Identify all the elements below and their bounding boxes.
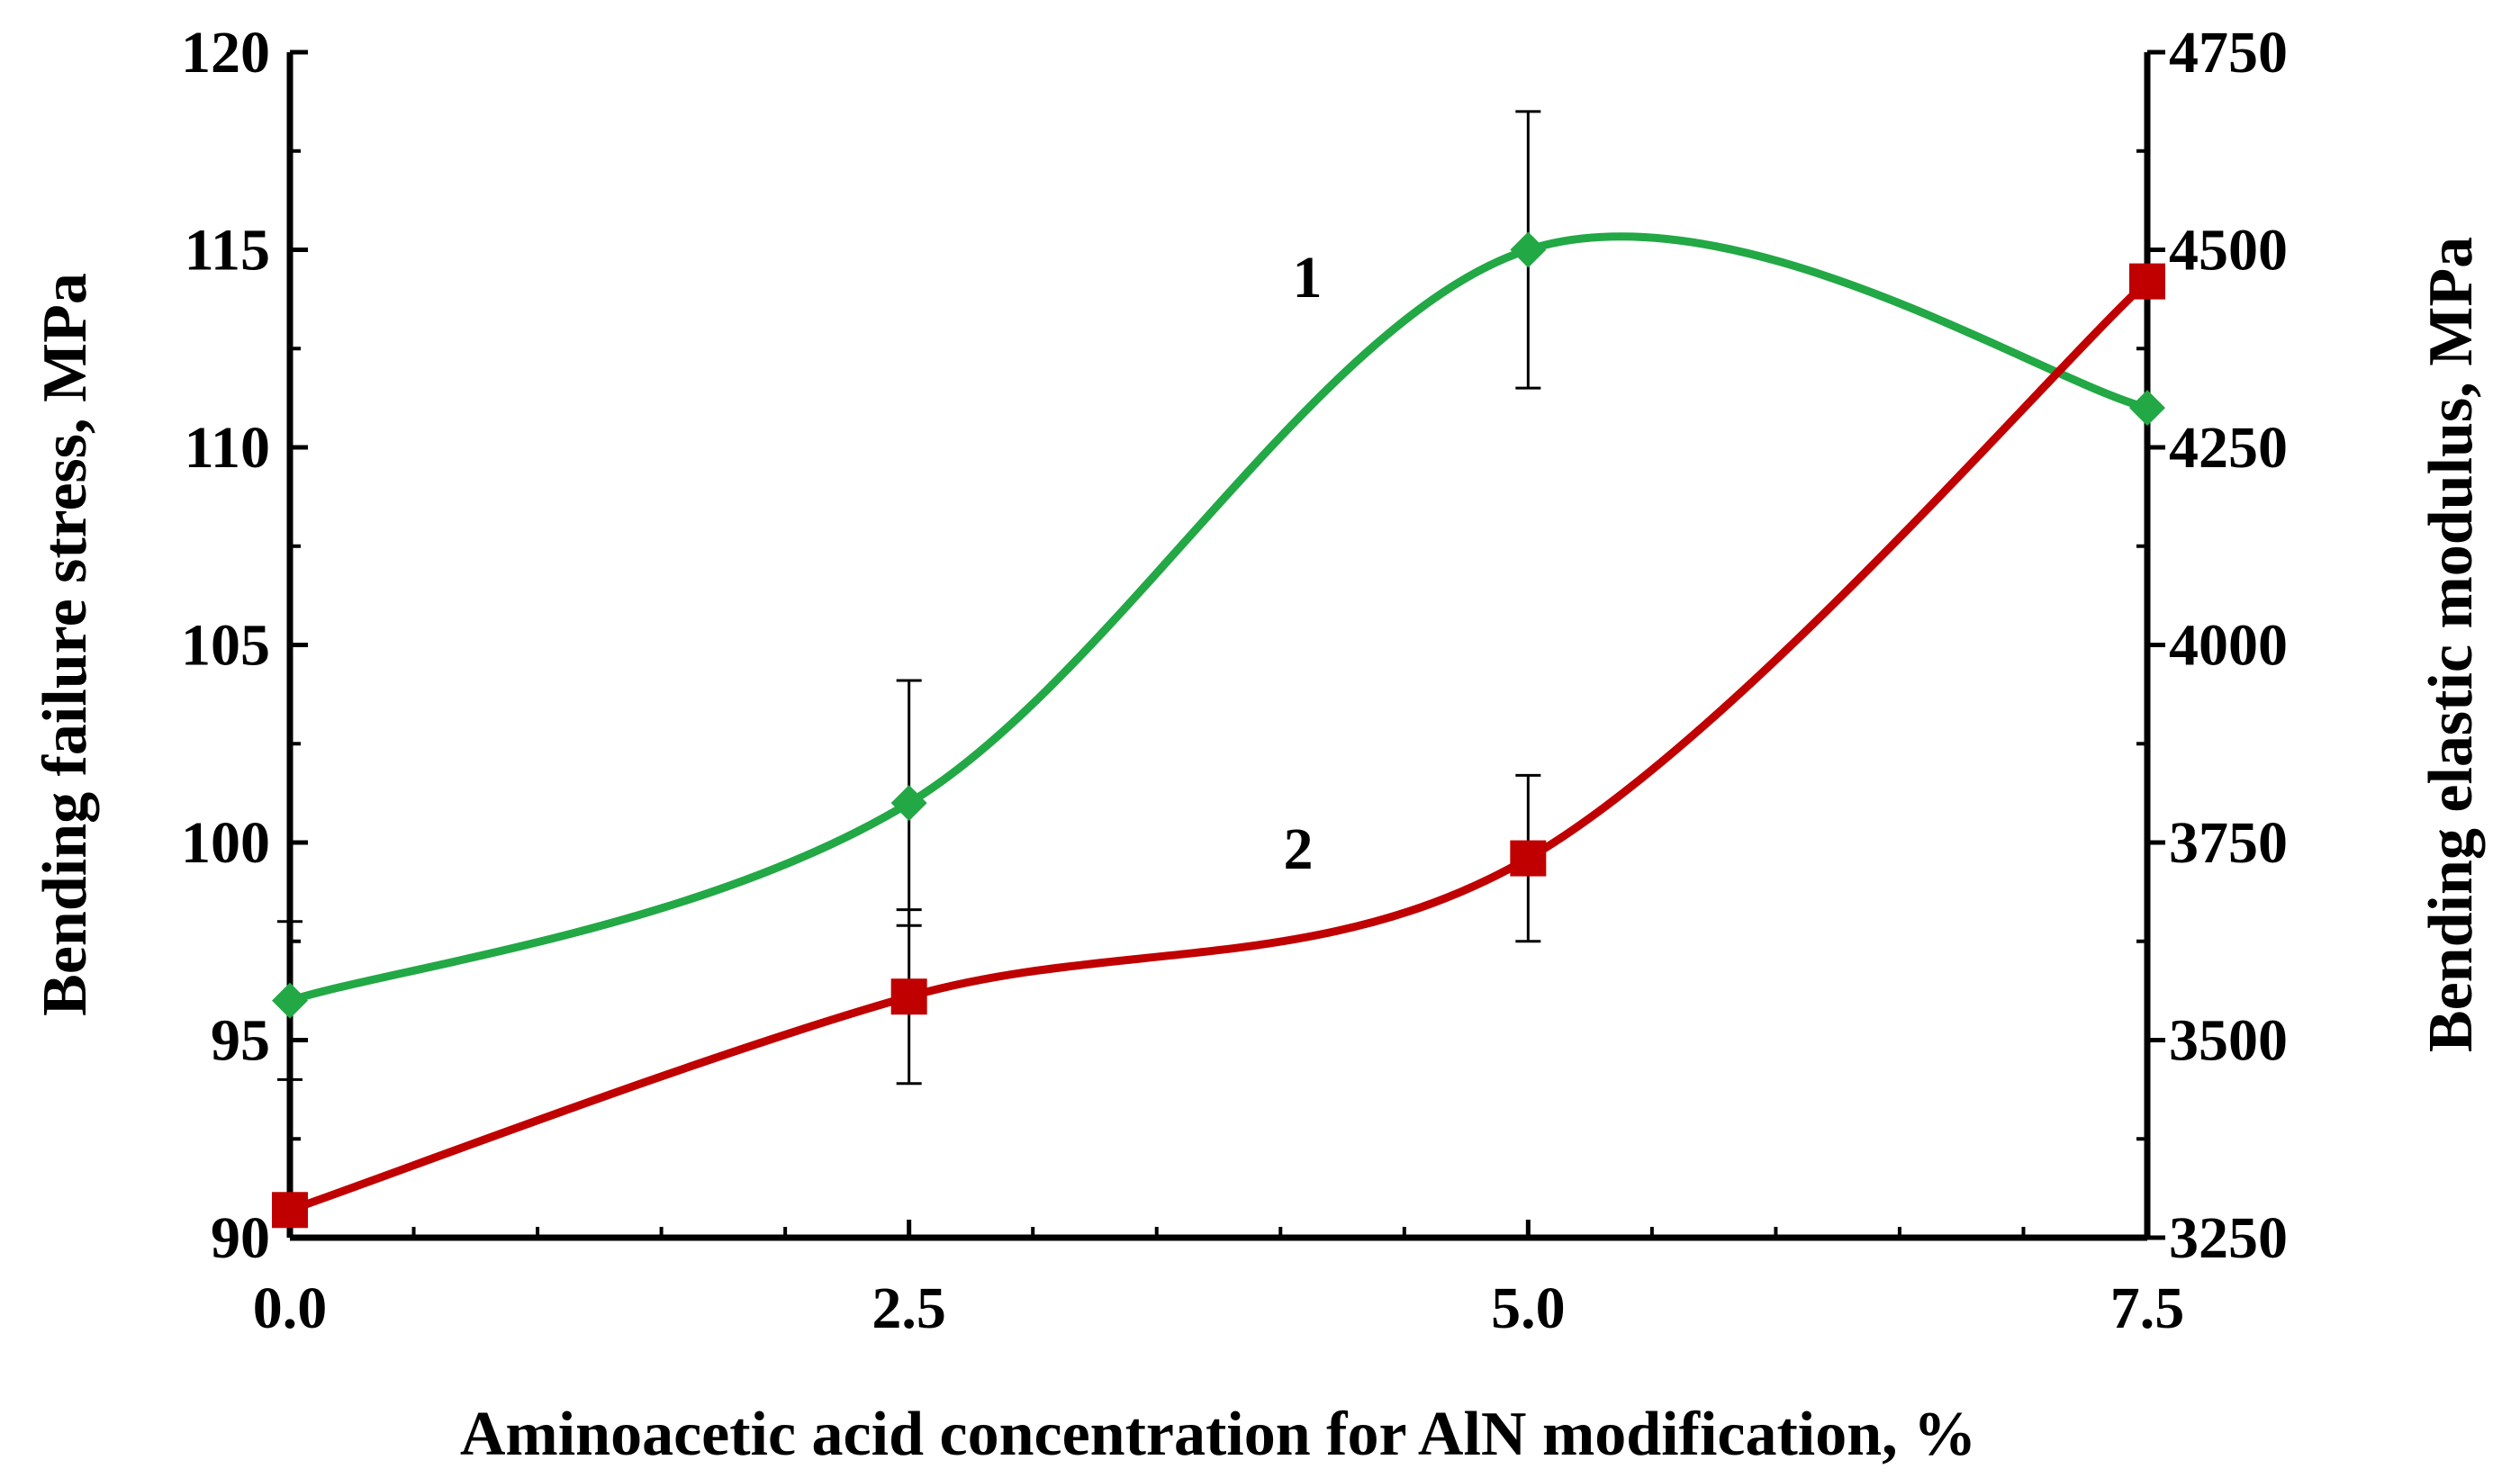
- right-y-tick-label: 3750: [2169, 810, 2288, 876]
- plot-area: [272, 50, 2165, 1241]
- right-y-tick-label: 4500: [2169, 218, 2288, 284]
- left-y-tick-label: 105: [181, 613, 270, 679]
- left-y-tick-label: 120: [181, 20, 270, 86]
- tick-labels: 90 95 100 105 110 115 120 3250 3500 3750 4000 4250 4…: [181, 20, 2288, 1341]
- left-y-tick-label: 100: [181, 810, 270, 876]
- x-tick-label: 0.0: [253, 1275, 328, 1341]
- left-y-tick-label: 110: [185, 415, 270, 481]
- x-tick-label: 2.5: [872, 1275, 946, 1341]
- curve-label-2: 2: [1284, 816, 1314, 882]
- series-markers: [272, 231, 2165, 1229]
- series-curves: [288, 232, 2151, 1214]
- left-y-tick-label: 95: [211, 1008, 270, 1074]
- series-2-point: [1510, 840, 1547, 877]
- axis-ticks: [287, 50, 2165, 1240]
- right-y-tick-label: 3250: [2169, 1205, 2288, 1271]
- series-2-point: [2129, 263, 2165, 300]
- right-y-tick-label: 4250: [2169, 415, 2288, 481]
- series-1-line: [288, 232, 2149, 1005]
- x-tick-label: 7.5: [2110, 1275, 2185, 1341]
- series-1-point: [2129, 390, 2165, 427]
- series-2-point: [272, 1192, 308, 1229]
- series-2-point: [890, 978, 927, 1015]
- left-y-tick-label: 90: [211, 1205, 270, 1271]
- right-y-tick-label: 3500: [2169, 1008, 2288, 1074]
- error-bars: [277, 110, 1541, 1086]
- series-1-point: [890, 785, 927, 822]
- left-y-tick-label: 115: [185, 218, 270, 284]
- curve-label-1: 1: [1293, 245, 1323, 311]
- right-y-tick-label: 4000: [2169, 613, 2288, 679]
- right-y-axis-title: Bending elastic modulus, MPa: [2416, 237, 2486, 1052]
- left-y-axis-title: Bending failure stress, MPa: [31, 273, 100, 1016]
- right-y-tick-label: 4750: [2169, 20, 2288, 86]
- series-1-point: [272, 982, 308, 1019]
- x-axis-title: Aminoacetic acid concentration for AlN m…: [460, 1400, 1976, 1469]
- x-tick-label: 5.0: [1491, 1275, 1566, 1341]
- series-2-line: [288, 278, 2151, 1214]
- series-1-point: [1510, 231, 1547, 268]
